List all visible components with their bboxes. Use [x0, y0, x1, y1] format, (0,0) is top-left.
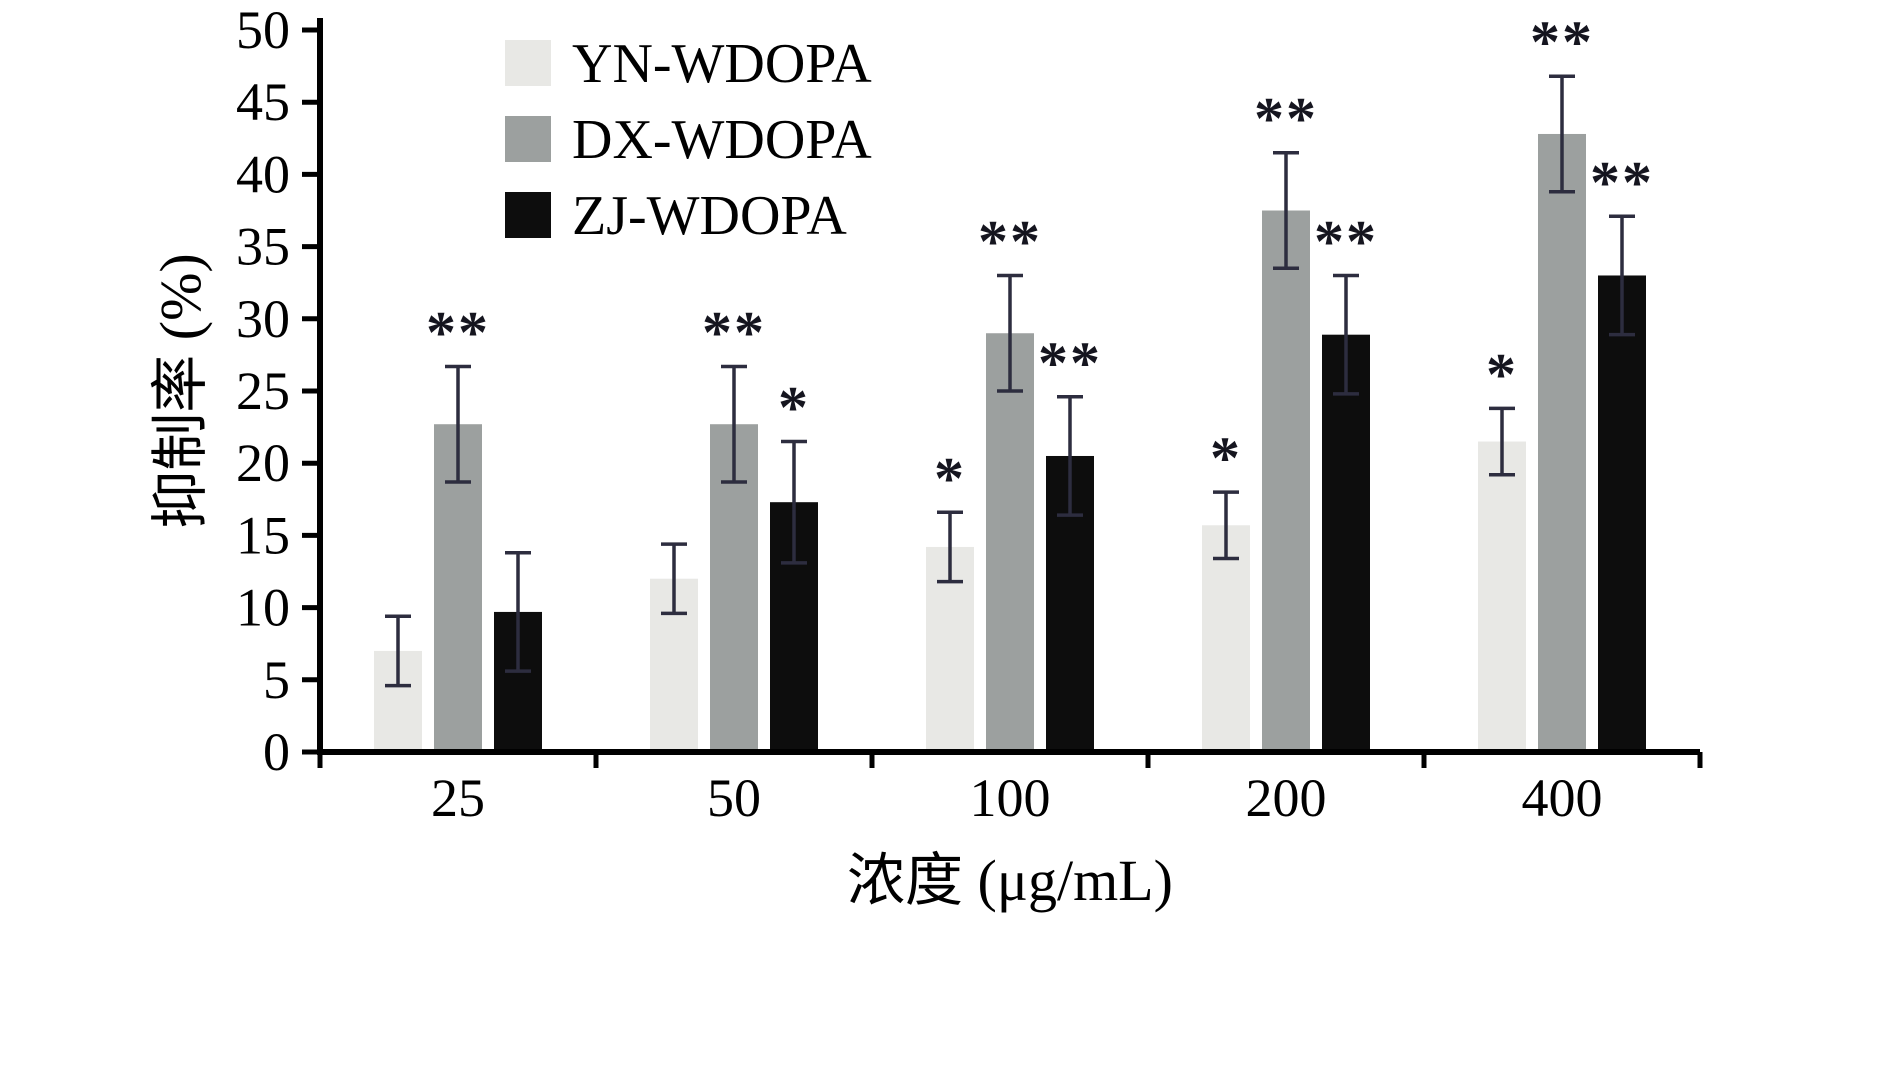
significance-marker: **: [1530, 9, 1594, 75]
y-tick-label: 10: [236, 578, 290, 638]
significance-marker: *: [1210, 425, 1242, 491]
y-tick-label: 35: [236, 217, 290, 277]
significance-marker: **: [1254, 86, 1318, 152]
significance-marker: **: [978, 208, 1042, 274]
x-tick-label: 100: [970, 768, 1051, 828]
significance-marker: **: [702, 299, 766, 365]
error-bar: [445, 364, 471, 484]
bar-zj-wdopa-200: [1322, 334, 1370, 752]
legend-label-zj-wdopa: ZJ-WDOPA: [572, 185, 847, 247]
bar-zj-wdopa-400: [1598, 275, 1646, 752]
bar-yn-wdopa-400: [1478, 441, 1526, 752]
significance-marker: **: [1038, 330, 1102, 396]
bar-dx-wdopa-400: [1538, 133, 1586, 752]
error-bar: [721, 364, 747, 484]
legend-swatch-yn-wdopa: [505, 40, 551, 86]
y-tick-label: 45: [236, 72, 290, 132]
error-bar: [1057, 395, 1083, 517]
y-tick-label: 20: [236, 433, 290, 493]
x-tick-label: 400: [1522, 768, 1603, 828]
y-tick-label: 25: [236, 361, 290, 421]
y-tick-label: 40: [236, 144, 290, 204]
error-bar: [1273, 150, 1299, 271]
legend-swatch-zj-wdopa: [505, 192, 551, 238]
error-bar: [781, 439, 807, 565]
y-axis-title: 抑制率 (%): [148, 253, 213, 528]
error-bar: [385, 614, 411, 688]
y-tick-label: 15: [236, 505, 290, 565]
error-bar: [1549, 74, 1575, 194]
significance-marker: **: [1590, 149, 1654, 215]
significance-marker: **: [426, 299, 490, 365]
error-bar: [937, 510, 963, 584]
significance-marker: *: [934, 445, 966, 511]
y-tick-label: 0: [263, 722, 290, 782]
y-tick-label: 30: [236, 289, 290, 349]
bars-layer: ** ******************: [374, 9, 1654, 752]
x-axis-title: 浓度 (μg/mL): [847, 848, 1173, 913]
x-tick-label: 50: [707, 768, 761, 828]
significance-marker: *: [1486, 341, 1518, 407]
x-tick-label: 25: [431, 768, 485, 828]
error-bar: [1333, 273, 1359, 396]
error-bar: [661, 542, 687, 616]
axes-layer: 25 50 100 200 400 0 5 10 15 20 25 30 35 40 45 50: [236, 0, 1703, 828]
bar-dx-wdopa-100: [986, 333, 1034, 752]
significance-marker: **: [1314, 208, 1378, 274]
legend-swatch-dx-wdopa: [505, 116, 551, 162]
y-tick-label: 50: [236, 0, 290, 60]
error-bar: [1489, 406, 1515, 477]
x-tick-label: 200: [1246, 768, 1327, 828]
significance-marker: *: [778, 375, 810, 441]
error-bar: [1213, 490, 1239, 561]
error-bar: [997, 273, 1023, 393]
error-bar: [505, 550, 531, 673]
bar-yn-wdopa-200: [1202, 525, 1250, 752]
legend: YN-WDOPA DX-WDOPA ZJ-WDOPA: [505, 33, 872, 247]
bar-dx-wdopa-200: [1262, 210, 1310, 752]
legend-label-yn-wdopa: YN-WDOPA: [572, 33, 872, 95]
y-tick-label: 5: [263, 650, 290, 710]
legend-label-dx-wdopa: DX-WDOPA: [572, 109, 872, 171]
error-bar: [1609, 214, 1635, 337]
